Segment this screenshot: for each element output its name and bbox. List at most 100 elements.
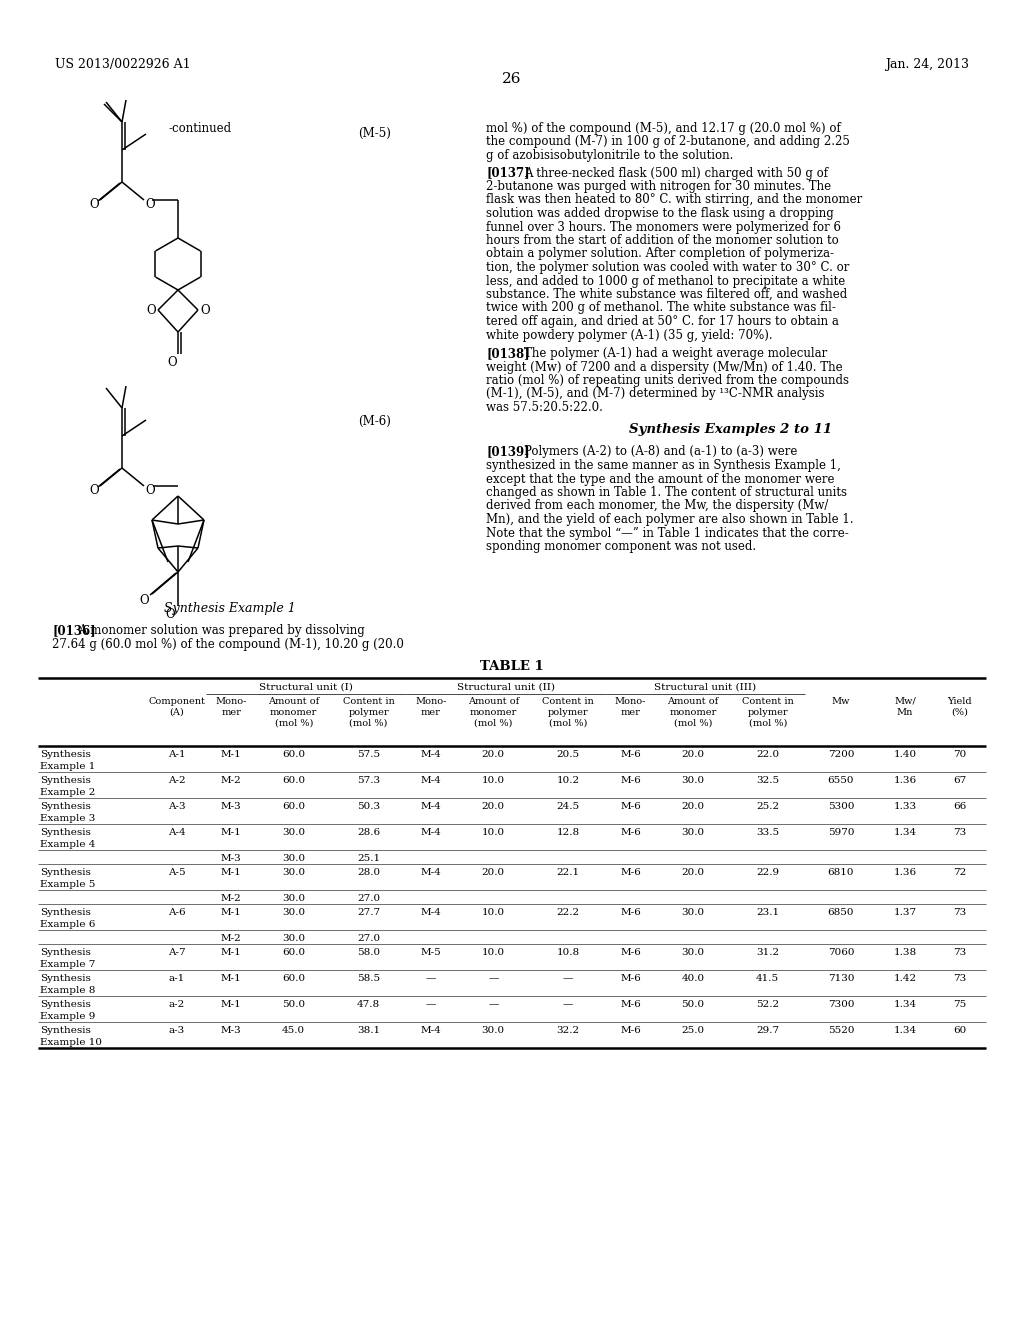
Text: Amount of
monomer
(mol %): Amount of monomer (mol %) [668,697,719,727]
Text: 27.64 g (60.0 mol %) of the compound (M-1), 10.20 g (20.0: 27.64 g (60.0 mol %) of the compound (M-… [52,638,403,651]
Text: Yield
(%): Yield (%) [947,697,972,717]
Text: 30.0: 30.0 [681,828,705,837]
Text: 66: 66 [953,803,966,810]
Text: 60.0: 60.0 [283,750,305,759]
Text: O: O [145,483,155,496]
Text: hours from the start of addition of the monomer solution to: hours from the start of addition of the … [486,234,839,247]
Text: M-6: M-6 [621,828,641,837]
Text: M-4: M-4 [421,908,441,917]
Text: M-3: M-3 [221,854,242,863]
Text: O: O [200,304,210,317]
Text: M-1: M-1 [221,869,242,876]
Text: TABLE 1: TABLE 1 [480,660,544,673]
Text: 2-butanone was purged with nitrogen for 30 minutes. The: 2-butanone was purged with nitrogen for … [486,180,831,193]
Text: M-3: M-3 [221,803,242,810]
Text: 27.7: 27.7 [357,908,380,917]
Text: M-4: M-4 [421,803,441,810]
Text: a-3: a-3 [169,1026,185,1035]
Text: (M-5): (M-5) [358,127,391,140]
Text: was 57.5:20.5:22.0.: was 57.5:20.5:22.0. [486,401,603,414]
Text: 33.5: 33.5 [756,828,779,837]
Text: O: O [145,198,155,210]
Text: 20.5: 20.5 [557,750,580,759]
Text: M-1: M-1 [221,948,242,957]
Text: Polymers (A-2) to (A-8) and (a-1) to (a-3) were: Polymers (A-2) to (A-8) and (a-1) to (a-… [524,446,798,458]
Text: twice with 200 g of methanol. The white substance was fil-: twice with 200 g of methanol. The white … [486,301,836,314]
Text: [0138]: [0138] [486,347,529,360]
Text: obtain a polymer solution. After completion of polymeriza-: obtain a polymer solution. After complet… [486,248,834,260]
Text: Mw/
Mn: Mw/ Mn [894,697,915,717]
Text: 60.0: 60.0 [283,776,305,785]
Text: M-4: M-4 [421,828,441,837]
Text: white powdery polymer (A-1) (35 g, yield: 70%).: white powdery polymer (A-1) (35 g, yield… [486,329,773,342]
Text: 40.0: 40.0 [681,974,705,983]
Text: 27.0: 27.0 [357,935,380,942]
Text: 1.36: 1.36 [893,869,916,876]
Text: 10.0: 10.0 [481,948,505,957]
Text: 10.2: 10.2 [557,776,580,785]
Text: 27.0: 27.0 [357,894,380,903]
Text: tion, the polymer solution was cooled with water to 30° C. or: tion, the polymer solution was cooled wi… [486,261,849,275]
Text: [0136]: [0136] [52,624,95,638]
Text: [0137]: [0137] [486,166,529,180]
Text: 30.0: 30.0 [283,828,305,837]
Text: 20.0: 20.0 [681,803,705,810]
Text: 60: 60 [953,1026,966,1035]
Text: ratio (mol %) of repeating units derived from the compounds: ratio (mol %) of repeating units derived… [486,374,849,387]
Text: 50.0: 50.0 [681,1001,705,1008]
Text: —: — [488,974,499,983]
Text: weight (Mw) of 7200 and a dispersity (Mw/Mn) of 1.40. The: weight (Mw) of 7200 and a dispersity (Mw… [486,360,843,374]
Text: O: O [89,198,98,210]
Text: 73: 73 [953,908,966,917]
Text: 10.8: 10.8 [557,948,580,957]
Text: M-6: M-6 [621,974,641,983]
Text: O: O [89,483,98,496]
Text: mol %) of the compound (M-5), and 12.17 g (20.0 mol %) of: mol %) of the compound (M-5), and 12.17 … [486,121,841,135]
Text: M-4: M-4 [421,776,441,785]
Text: 30.0: 30.0 [283,869,305,876]
Text: A-7: A-7 [168,948,185,957]
Text: 20.0: 20.0 [681,869,705,876]
Text: 30.0: 30.0 [681,908,705,917]
Text: Example 2: Example 2 [40,788,95,797]
Text: 1.34: 1.34 [893,828,916,837]
Text: 41.5: 41.5 [756,974,779,983]
Text: Example 10: Example 10 [40,1038,102,1047]
Text: 5520: 5520 [827,1026,854,1035]
Text: A-4: A-4 [168,828,185,837]
Text: 50.3: 50.3 [357,803,380,810]
Text: Component
(A): Component (A) [148,697,205,717]
Text: 52.2: 52.2 [756,1001,779,1008]
Text: Content in
polymer
(mol %): Content in polymer (mol %) [741,697,794,727]
Text: M-6: M-6 [621,908,641,917]
Text: O: O [165,607,175,620]
Text: Example 5: Example 5 [40,880,95,888]
Text: M-6: M-6 [621,869,641,876]
Text: M-2: M-2 [221,935,242,942]
Text: Mono-
mer: Mono- mer [614,697,646,717]
Text: 10.0: 10.0 [481,908,505,917]
Text: Example 6: Example 6 [40,920,95,929]
Text: funnel over 3 hours. The monomers were polymerized for 6: funnel over 3 hours. The monomers were p… [486,220,841,234]
Text: 22.0: 22.0 [756,750,779,759]
Text: 28.6: 28.6 [357,828,380,837]
Text: 22.2: 22.2 [557,908,580,917]
Text: 72: 72 [953,869,966,876]
Text: M-6: M-6 [621,776,641,785]
Text: (M-1), (M-5), and (M-7) determined by ¹³C-NMR analysis: (M-1), (M-5), and (M-7) determined by ¹³… [486,388,824,400]
Text: 6550: 6550 [827,776,854,785]
Text: 7200: 7200 [827,750,854,759]
Text: 31.2: 31.2 [756,948,779,957]
Text: M-1: M-1 [221,908,242,917]
Text: sponding monomer component was not used.: sponding monomer component was not used. [486,540,756,553]
Text: [0139]: [0139] [486,446,529,458]
Text: A-3: A-3 [168,803,185,810]
Text: 75: 75 [953,1001,966,1008]
Text: 1.38: 1.38 [893,948,916,957]
Text: 32.2: 32.2 [557,1026,580,1035]
Text: M-6: M-6 [621,1026,641,1035]
Text: 60.0: 60.0 [283,974,305,983]
Text: 5970: 5970 [827,828,854,837]
Text: tered off again, and dried at 50° C. for 17 hours to obtain a: tered off again, and dried at 50° C. for… [486,315,839,327]
Text: 1.34: 1.34 [893,1026,916,1035]
